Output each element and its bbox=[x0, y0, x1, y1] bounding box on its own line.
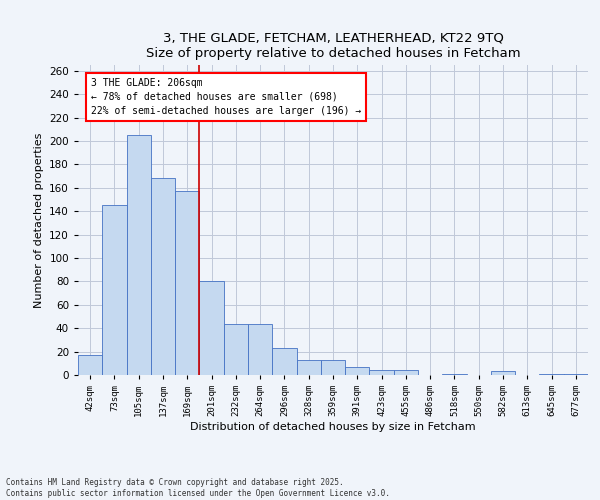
Bar bbox=[127, 135, 151, 375]
X-axis label: Distribution of detached houses by size in Fetcham: Distribution of detached houses by size … bbox=[190, 422, 476, 432]
Bar bbox=[272, 348, 296, 375]
Bar bbox=[442, 374, 467, 375]
Bar bbox=[102, 206, 127, 375]
Bar bbox=[491, 372, 515, 375]
Bar bbox=[564, 374, 588, 375]
Bar bbox=[296, 360, 321, 375]
Bar bbox=[78, 355, 102, 375]
Bar bbox=[321, 360, 345, 375]
Bar bbox=[370, 370, 394, 375]
Bar bbox=[199, 282, 224, 375]
Title: 3, THE GLADE, FETCHAM, LEATHERHEAD, KT22 9TQ
Size of property relative to detach: 3, THE GLADE, FETCHAM, LEATHERHEAD, KT22… bbox=[146, 32, 520, 60]
Bar bbox=[394, 370, 418, 375]
Y-axis label: Number of detached properties: Number of detached properties bbox=[34, 132, 44, 308]
Bar bbox=[151, 178, 175, 375]
Bar bbox=[224, 324, 248, 375]
Bar bbox=[175, 192, 199, 375]
Text: Contains HM Land Registry data © Crown copyright and database right 2025.
Contai: Contains HM Land Registry data © Crown c… bbox=[6, 478, 390, 498]
Bar bbox=[248, 324, 272, 375]
Bar bbox=[345, 367, 370, 375]
Bar bbox=[539, 374, 564, 375]
Text: 3 THE GLADE: 206sqm
← 78% of detached houses are smaller (698)
22% of semi-detac: 3 THE GLADE: 206sqm ← 78% of detached ho… bbox=[91, 78, 361, 116]
